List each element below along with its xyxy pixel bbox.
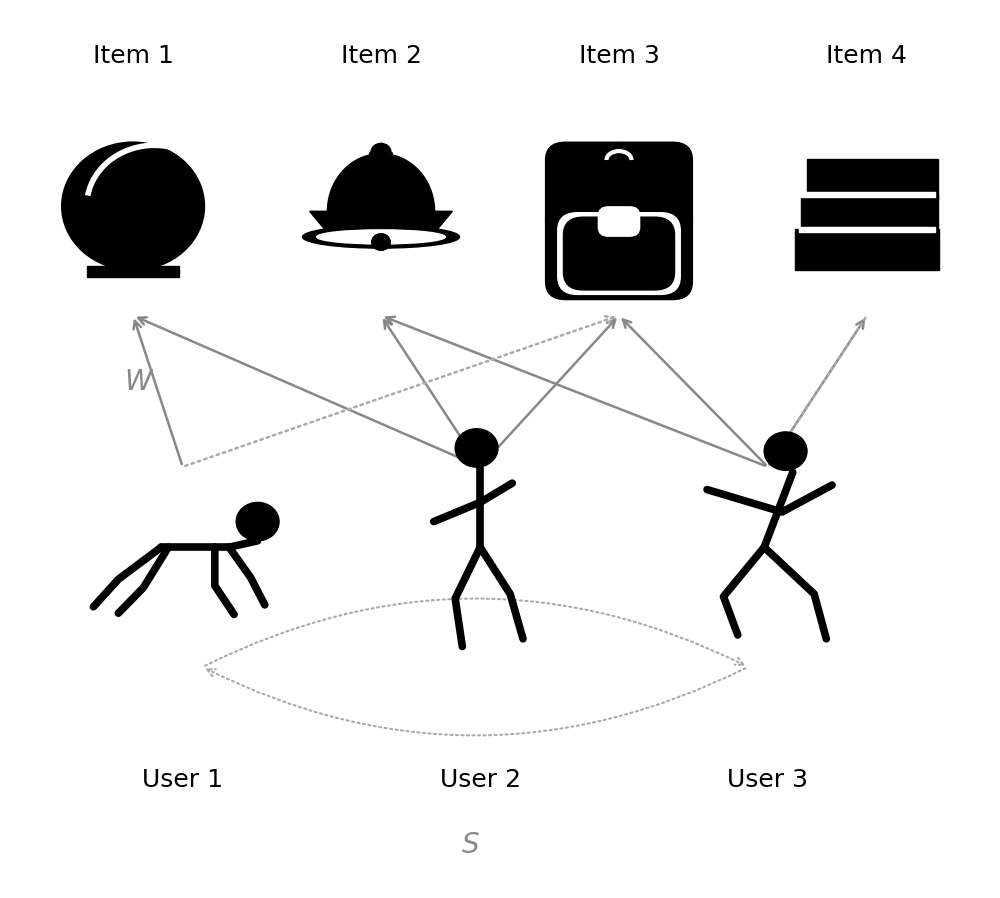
Bar bbox=[670, 172, 680, 250]
FancyBboxPatch shape bbox=[563, 217, 675, 290]
Circle shape bbox=[455, 428, 498, 467]
FancyBboxPatch shape bbox=[801, 194, 938, 235]
FancyBboxPatch shape bbox=[795, 229, 939, 270]
Circle shape bbox=[62, 142, 204, 270]
Circle shape bbox=[371, 144, 391, 162]
Ellipse shape bbox=[302, 225, 460, 248]
Bar bbox=[558, 172, 568, 250]
Circle shape bbox=[372, 233, 390, 251]
Bar bbox=[799, 192, 935, 197]
Text: S: S bbox=[461, 831, 479, 858]
Polygon shape bbox=[310, 154, 452, 237]
Ellipse shape bbox=[317, 230, 445, 244]
Text: Item 3: Item 3 bbox=[579, 44, 659, 68]
Text: Item 2: Item 2 bbox=[341, 44, 422, 68]
Text: Item 1: Item 1 bbox=[93, 44, 174, 68]
Bar bbox=[125, 237, 142, 272]
FancyBboxPatch shape bbox=[558, 213, 680, 295]
Circle shape bbox=[764, 432, 807, 471]
Text: Item 4: Item 4 bbox=[826, 44, 907, 68]
Bar bbox=[799, 227, 935, 232]
Text: User 2: User 2 bbox=[440, 768, 521, 791]
Bar bbox=[568, 217, 670, 224]
Circle shape bbox=[236, 502, 279, 541]
Text: User 3: User 3 bbox=[727, 768, 808, 791]
FancyBboxPatch shape bbox=[546, 142, 692, 239]
Bar bbox=[87, 267, 179, 277]
FancyBboxPatch shape bbox=[598, 207, 640, 236]
Text: User 1: User 1 bbox=[142, 768, 223, 791]
Text: W: W bbox=[124, 368, 152, 396]
Bar bbox=[108, 238, 158, 247]
FancyBboxPatch shape bbox=[807, 159, 938, 199]
FancyBboxPatch shape bbox=[546, 200, 692, 300]
